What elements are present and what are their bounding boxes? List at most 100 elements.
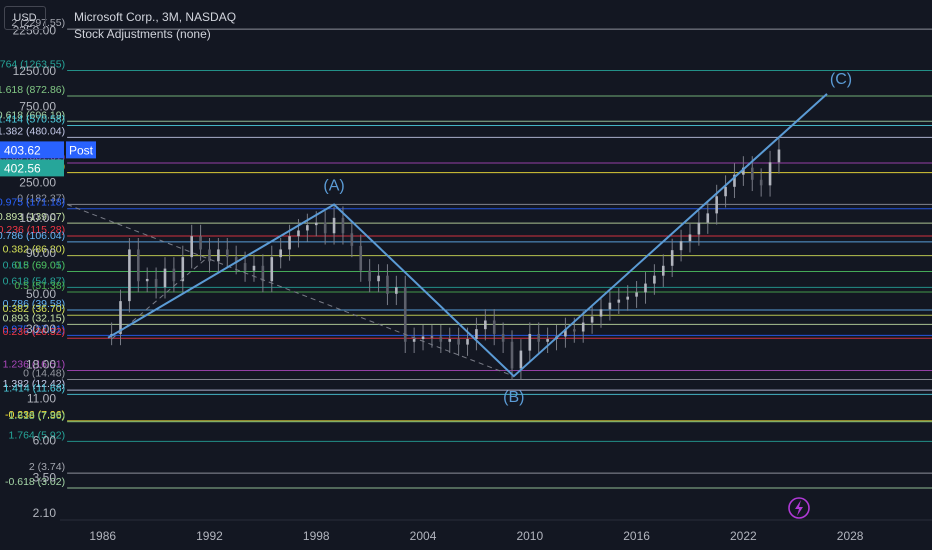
price-candle	[564, 329, 567, 337]
fib-level-label: 0.618 (69.05)	[3, 260, 65, 272]
price-candle	[688, 234, 692, 242]
price-candle	[110, 333, 113, 335]
x-tick-label: 1998	[303, 529, 330, 543]
price-candle	[386, 275, 389, 294]
price-candle	[430, 336, 434, 338]
price-candle	[234, 257, 238, 264]
price-candle	[706, 213, 710, 223]
fib-level-label: 0.618 (54.87)	[3, 275, 65, 287]
price-candle	[617, 299, 621, 303]
price-candle	[403, 287, 407, 342]
price-candle	[501, 333, 505, 342]
x-tick-label: 2022	[730, 529, 757, 543]
fib-level-label: 0.236 (115.28)	[0, 224, 65, 236]
wave-line	[107, 93, 828, 378]
x-tick-label: 2016	[623, 529, 650, 543]
fib-level-label: 1.236 (16.51)	[3, 358, 65, 370]
price-candle	[644, 283, 647, 293]
price-candle	[573, 329, 576, 332]
price-candle	[679, 241, 683, 251]
y-tick-label: 90.00	[26, 246, 56, 260]
price-candle	[137, 249, 140, 282]
fib-level-label: 0.5 (51.38)	[14, 280, 65, 292]
post-badge-label: Post	[69, 143, 94, 157]
lightning-icon-bolt	[795, 500, 803, 516]
price-candle	[653, 275, 656, 284]
price-candle	[314, 222, 318, 226]
price-candle	[457, 339, 460, 345]
price-candle	[626, 296, 629, 300]
x-tick-label: 2004	[410, 529, 437, 543]
price-candle	[208, 249, 211, 262]
x-tick-label: 1986	[89, 529, 116, 543]
price-candle	[172, 268, 176, 282]
price-badge-value: 403.62	[4, 143, 41, 157]
x-tick-label: 2028	[837, 529, 864, 543]
currency-button[interactable]: USD	[4, 6, 46, 30]
fib-level-label: 1.764 (1263.55)	[0, 58, 65, 70]
price-candle	[261, 265, 265, 282]
fib-level-label: 0 (14.48)	[23, 368, 65, 380]
y-tick-label: 11.00	[27, 392, 56, 406]
y-tick-label: 1250.00	[13, 64, 57, 78]
price-candle	[199, 236, 202, 250]
price-candle	[519, 350, 523, 369]
wave-point-label: (A)	[323, 177, 344, 194]
y-tick-label: 2.10	[33, 506, 57, 520]
fib-level-label: 0.786 (39.58)	[3, 298, 65, 310]
price-candle	[270, 257, 274, 282]
price-candle	[635, 292, 638, 297]
price-candle	[581, 322, 585, 332]
y-tick-label: 3.50	[33, 471, 57, 485]
fib-level-label: 1.414 (570.58)	[0, 113, 65, 125]
y-tick-label: 750.00	[19, 100, 56, 114]
price-candle	[154, 278, 158, 288]
price-candle	[750, 167, 754, 180]
price-candle	[243, 263, 247, 271]
y-tick-label: 150.00	[19, 211, 56, 225]
price-candle	[297, 230, 300, 237]
price-candle	[492, 320, 496, 334]
price-candle	[217, 249, 220, 262]
price-candle	[439, 336, 443, 342]
y-tick-label: 30.00	[26, 322, 56, 336]
price-candle	[279, 249, 282, 258]
fib-level-label: 0.893 (139.07)	[0, 211, 65, 223]
price-candle	[599, 309, 603, 317]
fib-level-label: 0.5 (69.01)	[14, 260, 65, 272]
price-candle	[350, 233, 354, 246]
x-tick-label: 2010	[516, 529, 543, 543]
price-candle	[368, 270, 371, 282]
price-candle	[742, 167, 745, 175]
price-candle	[128, 249, 131, 302]
wave-point-label: (B)	[503, 389, 524, 406]
lightning-icon-ring	[788, 497, 810, 519]
fib-level-label: -0.236 (7.96)	[5, 409, 65, 421]
price-candle	[670, 250, 674, 266]
fib-level-label: 0 (182.37)	[17, 192, 65, 204]
price-candle	[119, 301, 122, 334]
price-candle	[421, 336, 425, 340]
fib-level-label: 1.618 (7.86)	[8, 410, 65, 422]
fib-level-label: 1.382 (12.42)	[3, 378, 65, 390]
y-tick-label: 50.00	[26, 287, 56, 301]
y-tick-label: 250.00	[19, 176, 56, 190]
post-badge	[66, 141, 96, 159]
price-candle	[395, 287, 398, 294]
fib-level-label: 0.786 (106.04)	[0, 230, 65, 242]
price-candle	[777, 149, 781, 163]
fib-level-label: 0.236 (26.32)	[3, 326, 65, 338]
fib-level-label: 0.382 (36.70)	[3, 303, 65, 315]
fib-level-label: 1.382 (480.04)	[0, 125, 65, 137]
price-candle	[661, 265, 665, 276]
fib-level-label: 0.975 (171.18)	[0, 197, 65, 209]
fib-level-label: 1.764 (5.92)	[8, 429, 65, 441]
fib-level-label: -0.618 (606.19)	[0, 109, 65, 121]
chart-title: Microsoft Corp., 3M, NASDAQ	[74, 10, 237, 24]
price-candle	[252, 265, 256, 271]
fib-level-label: 2 (2297.55)	[11, 17, 65, 29]
wave-point-label: (C)	[830, 71, 852, 88]
